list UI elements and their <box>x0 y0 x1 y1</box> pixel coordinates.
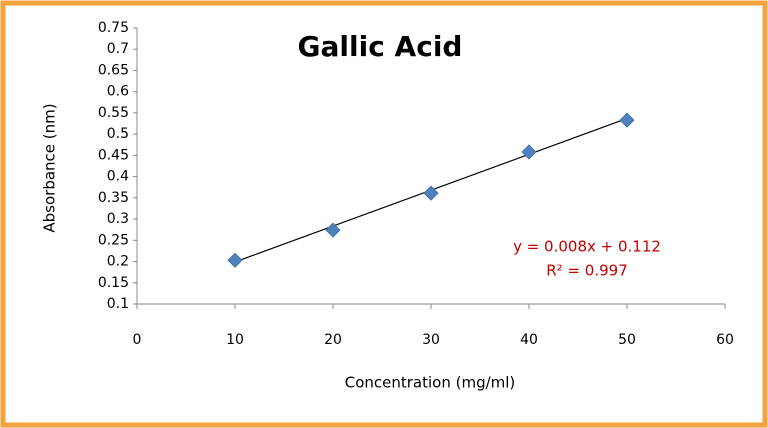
y-tick-label: 0.7 <box>107 41 129 57</box>
y-tick-label: 0.45 <box>98 147 129 163</box>
x-tick-label: 20 <box>324 332 342 348</box>
point <box>325 222 341 238</box>
x-tick-label: 30 <box>422 332 440 348</box>
y-tick-label: 0.75 <box>98 20 129 36</box>
x-tick-label: 40 <box>520 332 538 348</box>
y-tick-label: 0.6 <box>107 84 129 100</box>
y-tick-label: 0.55 <box>98 105 129 121</box>
x-tick-label: 50 <box>618 332 636 348</box>
point <box>619 112 635 128</box>
y-axis-label: Absorbance (nm) <box>41 103 59 232</box>
y-tick-label: 0.5 <box>107 126 129 142</box>
point <box>423 185 439 201</box>
x-tick-label: 60 <box>716 332 734 348</box>
y-tick-label: 0.15 <box>98 275 129 291</box>
x-tick-label: 0 <box>133 332 142 348</box>
chart-title: Gallic Acid <box>298 30 463 63</box>
y-tick-label: 0.1 <box>107 296 129 312</box>
y-tick-label: 0.25 <box>98 232 129 248</box>
y-tick-label: 0.3 <box>107 211 129 227</box>
x-tick-label: 10 <box>226 332 244 348</box>
y-tick-label: 0.2 <box>107 254 129 270</box>
x-axis-label: Concentration (mg/ml) <box>345 374 516 392</box>
equation: y = 0.008x + 0.112 <box>513 238 661 256</box>
y-tick-label: 0.35 <box>98 190 129 206</box>
y-tick-label: 0.65 <box>98 62 129 78</box>
y-tick-label: 0.4 <box>107 169 129 185</box>
point <box>227 252 243 268</box>
point <box>521 144 537 160</box>
r-squared: R² = 0.997 <box>546 262 627 280</box>
